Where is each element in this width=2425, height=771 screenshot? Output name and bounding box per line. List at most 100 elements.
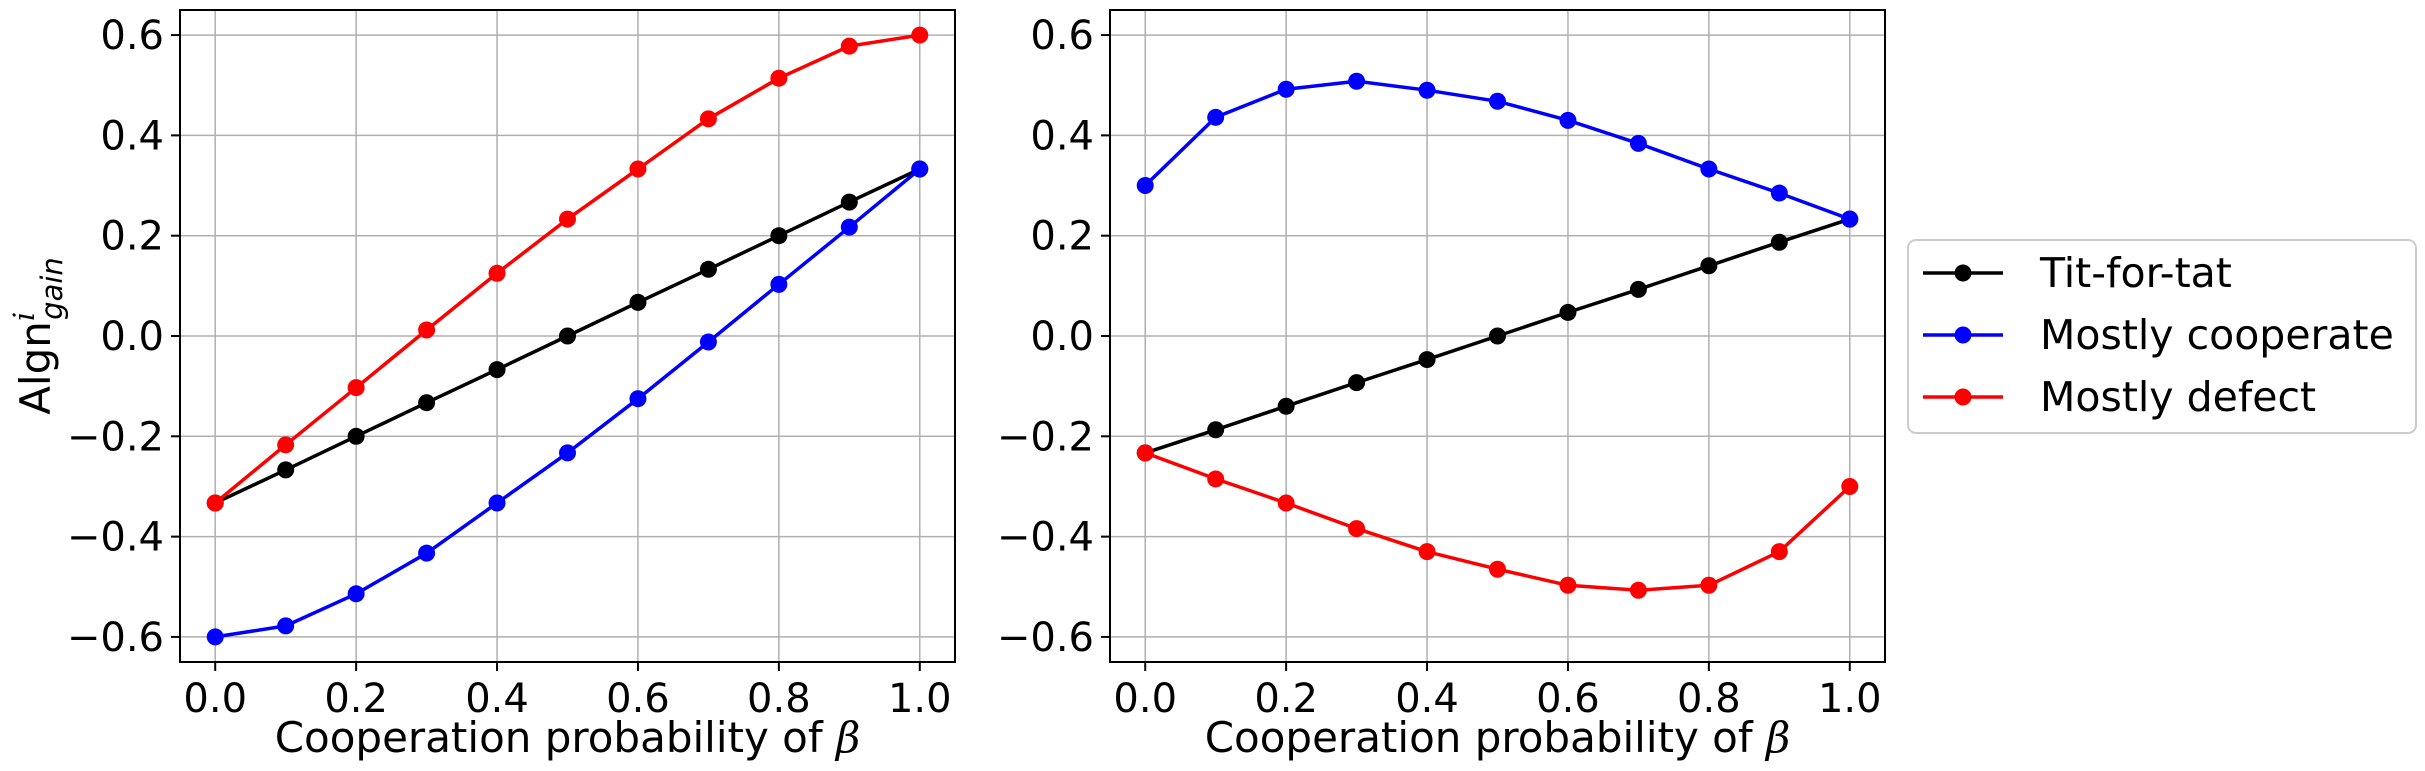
data-point xyxy=(1418,81,1436,99)
data-point xyxy=(770,227,788,245)
y-tick-label: −0.4 xyxy=(997,515,1094,561)
data-point xyxy=(1348,520,1366,538)
data-point xyxy=(1277,494,1295,512)
data-point xyxy=(629,293,647,311)
data-point xyxy=(206,628,224,646)
data-point xyxy=(699,110,717,128)
data-point xyxy=(1418,351,1436,369)
x-tick-label: 0.6 xyxy=(606,676,670,722)
data-point xyxy=(1207,108,1225,126)
x-tick-label: 0.2 xyxy=(1254,676,1318,722)
y-tick-label: 0.0 xyxy=(1030,314,1094,360)
data-point xyxy=(1841,210,1859,228)
data-point xyxy=(1700,160,1718,178)
y-tick-label: 0.2 xyxy=(1030,214,1094,260)
data-point xyxy=(1770,184,1788,202)
data-point xyxy=(559,327,576,345)
y-tick-label: −0.2 xyxy=(997,414,1094,460)
y-tick-label: 0.2 xyxy=(100,214,164,260)
data-point xyxy=(1629,581,1647,599)
legend-marker-mostly-defect xyxy=(1954,388,1972,406)
legend-label-mostly-defect: Mostly defect xyxy=(2040,373,2316,421)
data-point xyxy=(699,333,717,351)
data-point xyxy=(770,275,788,293)
data-point xyxy=(559,210,576,228)
data-point xyxy=(347,585,365,603)
y-tick-label: −0.4 xyxy=(67,515,164,561)
data-point xyxy=(347,427,365,445)
x-tick-label: 0.6 xyxy=(1536,676,1600,722)
data-point xyxy=(1348,72,1366,90)
legend-label-tit-for-tat: Tit-for-tat xyxy=(2039,249,2232,297)
x-axis-label: Cooperation probability of β xyxy=(1205,713,1791,762)
data-point xyxy=(1207,421,1225,439)
data-point xyxy=(488,361,506,379)
data-point xyxy=(418,321,436,339)
data-point xyxy=(277,461,295,479)
y-tick-label: 0.6 xyxy=(100,13,164,59)
series-line-mostly-cooperate xyxy=(214,167,921,639)
data-point xyxy=(1770,233,1788,251)
data-point xyxy=(347,379,365,397)
data-point xyxy=(1629,280,1647,298)
data-point xyxy=(1277,397,1295,415)
legend-label-mostly-cooperate: Mostly cooperate xyxy=(2040,311,2394,359)
right-chart-panel: 0.0 0.2 0.4 0.6 0.8 1.0 −0.6 −0.4 −0.2 0.0 0.2 0.4 0… xyxy=(997,9,1886,762)
y-tick-label: 0.4 xyxy=(1030,113,1094,159)
y-tick-label: 0.0 xyxy=(100,314,164,360)
data-point xyxy=(699,260,717,278)
y-tick-label: −0.6 xyxy=(997,615,1094,661)
data-point xyxy=(559,444,576,462)
data-point xyxy=(1559,576,1577,594)
data-point xyxy=(840,218,858,236)
data-point xyxy=(277,436,295,454)
x-tick-label: 0.2 xyxy=(324,676,388,722)
legend-marker-mostly-cooperate xyxy=(1954,326,1972,344)
data-point xyxy=(770,69,788,87)
data-point xyxy=(206,494,224,512)
legend-marker-tit-for-tat xyxy=(1954,264,1972,282)
data-point xyxy=(911,160,929,178)
x-tick-label: 0.8 xyxy=(747,676,811,722)
data-point xyxy=(418,544,436,562)
series-line-mostly-defect xyxy=(214,33,921,505)
data-point xyxy=(1770,543,1788,561)
left-chart-panel: 0.0 0.2 0.4 0.6 0.8 1.0 −0.6 −0.4 −0.2 0.0 0.2 0.4 0… xyxy=(7,9,956,762)
data-point xyxy=(1489,327,1506,345)
data-point xyxy=(1559,303,1577,321)
data-point xyxy=(1700,576,1718,594)
data-point xyxy=(1348,374,1366,392)
data-point xyxy=(1559,111,1577,129)
data-point xyxy=(1136,444,1154,462)
legend-frame xyxy=(1907,239,2417,434)
chart-legend: Tit-for-tat Mostly cooperate Mostly defect xyxy=(1907,239,2417,434)
x-tick-label: 0.0 xyxy=(183,676,247,722)
data-point xyxy=(488,264,506,282)
y-tick-label: −0.2 xyxy=(67,414,164,460)
x-tick-label: 1.0 xyxy=(1818,676,1882,722)
x-tick-label: 0.4 xyxy=(465,676,529,722)
data-point xyxy=(1489,560,1506,578)
x-tick-label: 0.8 xyxy=(1677,676,1741,722)
data-point xyxy=(840,37,858,55)
data-point xyxy=(277,617,295,635)
data-point xyxy=(840,193,858,211)
x-tick-label: 1.0 xyxy=(888,676,952,722)
x-tick-label: 0.4 xyxy=(1395,676,1459,722)
data-point xyxy=(629,390,647,408)
data-point xyxy=(1207,470,1225,488)
y-tick-label: −0.6 xyxy=(67,615,164,661)
data-point xyxy=(911,26,929,44)
data-point xyxy=(1841,477,1859,495)
x-axis-label: Cooperation probability of β xyxy=(275,713,861,762)
data-point xyxy=(488,494,506,512)
data-point xyxy=(1136,177,1154,195)
data-point xyxy=(1629,134,1647,152)
y-tick-label: 0.4 xyxy=(100,113,164,159)
x-tick-label: 0.0 xyxy=(1113,676,1177,722)
data-point xyxy=(418,394,436,412)
y-tick-label: 0.6 xyxy=(1030,13,1094,59)
y-axis-label: Algnigain xyxy=(7,257,69,415)
data-point xyxy=(1700,257,1718,275)
